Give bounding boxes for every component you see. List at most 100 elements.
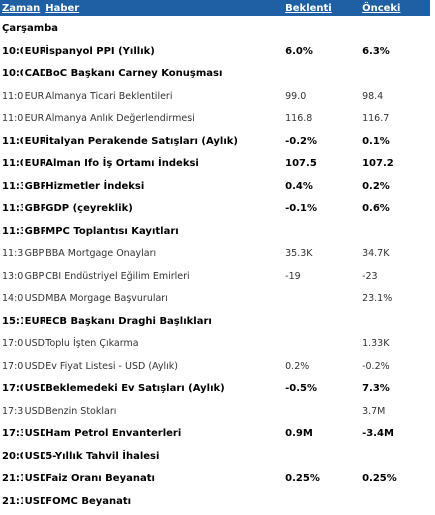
event-previous bbox=[362, 445, 430, 468]
event-title: Hizmetler İndeksi bbox=[45, 180, 145, 192]
event-time: 10:00 bbox=[2, 45, 23, 57]
event-row: 21:15USDFOMC Beyanatı bbox=[0, 490, 430, 513]
event-previous: 0.2% bbox=[362, 180, 390, 192]
event-row: 11:00EURAlmanya Ticari Beklentileri 99.0 9… bbox=[0, 85, 430, 108]
event-row: 17:30USDBenzin Stokları 3.7M bbox=[0, 400, 430, 423]
event-time: 13:00 bbox=[2, 270, 23, 282]
event-row: 11:30GBPGDP (çeyreklik) -0.1% 0.6% bbox=[0, 198, 430, 221]
event-currency: GBP bbox=[24, 270, 45, 282]
event-title: 5-Yıllık Tahvil İhalesi bbox=[45, 450, 160, 462]
header-expected: Beklenti bbox=[285, 0, 363, 16]
event-title: Faiz Oranı Beyanatı bbox=[45, 473, 155, 485]
event-currency: GBP bbox=[24, 203, 46, 215]
event-title: İspanyol PPI (Yıllık) bbox=[45, 45, 155, 57]
event-expected bbox=[285, 400, 362, 423]
event-row: 11:30GBPHizmetler İndeksi 0.4% 0.2% bbox=[0, 175, 430, 198]
header-time: Zaman bbox=[0, 0, 46, 16]
event-title: Alman Ifo İş Ortamı İndeksi bbox=[45, 158, 199, 170]
event-previous: 1.33K bbox=[362, 338, 390, 350]
event-currency: USD bbox=[24, 293, 45, 305]
event-title: CBI Endüstriyel Eğilim Emirleri bbox=[45, 270, 190, 282]
event-previous bbox=[362, 220, 430, 243]
event-row: 17:00USDBeklemedeki Ev Satışları (Aylık)… bbox=[0, 378, 430, 401]
event-previous: 7.3% bbox=[362, 383, 390, 395]
event-currency: USD bbox=[24, 338, 45, 350]
event-currency: EUR bbox=[24, 45, 46, 57]
event-expected: -0.5% bbox=[285, 383, 318, 395]
event-currency: EUR bbox=[24, 90, 45, 102]
event-currency: USD bbox=[24, 428, 46, 440]
event-expected: 116.8 bbox=[285, 113, 313, 125]
event-row: 17:00USDEv Fiyat Listesi - USD (Aylık) 0.… bbox=[0, 355, 430, 378]
event-previous bbox=[362, 63, 430, 86]
event-previous: -3.4M bbox=[362, 428, 394, 440]
event-time: 20:00 bbox=[2, 450, 23, 462]
event-expected: 6.0% bbox=[285, 45, 313, 57]
event-expected bbox=[285, 333, 362, 356]
event-previous: 23.1% bbox=[362, 293, 393, 305]
event-currency: EUR bbox=[24, 113, 45, 125]
event-time: 10:00 bbox=[2, 68, 23, 80]
event-expected: 35.3K bbox=[285, 248, 313, 260]
day-row: Çarşamba bbox=[0, 16, 430, 40]
event-expected: 107.5 bbox=[285, 158, 317, 170]
event-expected: -0.2% bbox=[285, 135, 318, 147]
event-row: 17:00USDToplu İşten Çıkarma 1.33K bbox=[0, 333, 430, 356]
event-time: 17:00 bbox=[2, 360, 23, 372]
event-currency: GBP bbox=[24, 225, 46, 237]
event-previous: 34.7K bbox=[362, 248, 390, 260]
event-previous bbox=[362, 490, 430, 513]
event-time: 17:30 bbox=[2, 428, 23, 440]
event-title: İtalyan Perakende Satışları (Aylık) bbox=[45, 135, 238, 147]
event-row: 17:30USDHam Petrol Envanterleri 0.9M -3.4M bbox=[0, 423, 430, 446]
event-time: 11:30 bbox=[2, 180, 23, 192]
event-previous: 3.7M bbox=[362, 405, 386, 417]
event-row: 15:15EURECB Başkanı Draghi Başlıkları bbox=[0, 310, 430, 333]
event-currency: GBP bbox=[24, 180, 46, 192]
event-time: 11:30 bbox=[2, 225, 23, 237]
event-expected: 0.9M bbox=[285, 428, 313, 440]
event-title: Beklemedeki Ev Satışları (Aylık) bbox=[45, 383, 225, 395]
event-currency: USD bbox=[24, 473, 46, 485]
event-time: 17:30 bbox=[2, 405, 23, 417]
event-previous: -0.2% bbox=[362, 360, 390, 372]
header-row: Zaman Haber Beklenti Önceki bbox=[0, 0, 430, 16]
event-time: 11:00 bbox=[2, 113, 23, 125]
event-currency: USD bbox=[24, 450, 46, 462]
event-previous bbox=[362, 310, 430, 333]
event-title: GDP (çeyreklik) bbox=[45, 203, 133, 215]
event-currency: USD bbox=[24, 405, 45, 417]
event-row: 11:00EURAlmanya Anlık Değerlendirmesi 116… bbox=[0, 108, 430, 131]
event-expected bbox=[285, 63, 362, 86]
event-expected bbox=[285, 220, 362, 243]
event-row: 11:00EURAlman Ifo İş Ortamı İndeksi 107.5… bbox=[0, 153, 430, 176]
event-title: Almanya Anlık Değerlendirmesi bbox=[45, 113, 195, 125]
event-title: Toplu İşten Çıkarma bbox=[45, 338, 139, 350]
event-row: 11:30GBPMPC Toplantısı Kayıtları bbox=[0, 220, 430, 243]
event-row: 21:15USDFaiz Oranı Beyanatı 0.25% 0.25% bbox=[0, 468, 430, 491]
event-currency: EUR bbox=[24, 158, 46, 170]
event-currency: CAD bbox=[24, 68, 46, 80]
event-row: 11:00EURİtalyan Perakende Satışları (Ayl… bbox=[0, 130, 430, 153]
event-title: Ham Petrol Envanterleri bbox=[45, 428, 182, 440]
event-previous: 6.3% bbox=[362, 45, 390, 57]
event-currency: USD bbox=[24, 360, 45, 372]
event-title: MPC Toplantısı Kayıtları bbox=[45, 225, 179, 237]
event-row: 20:00USD5-Yıllık Tahvil İhalesi bbox=[0, 445, 430, 468]
event-row: 10:00CADBoC Başkanı Carney Konuşması bbox=[0, 63, 430, 86]
event-expected bbox=[285, 445, 362, 468]
event-previous: -23 bbox=[362, 270, 378, 282]
event-title: Benzin Stokları bbox=[45, 405, 117, 417]
header-previous: Önceki bbox=[362, 0, 430, 16]
event-time: 11:30 bbox=[2, 203, 23, 215]
event-expected bbox=[285, 288, 362, 311]
event-time: 11:00 bbox=[2, 135, 23, 147]
event-currency: USD bbox=[24, 383, 46, 395]
event-expected bbox=[285, 490, 362, 513]
event-title: BBA Mortgage Onayları bbox=[45, 248, 157, 260]
event-previous: 0.25% bbox=[362, 473, 397, 485]
event-expected bbox=[285, 310, 362, 333]
event-expected: -0.1% bbox=[285, 203, 318, 215]
event-row: 13:00GBPCBI Endüstriyel Eğilim Emirleri -… bbox=[0, 265, 430, 288]
